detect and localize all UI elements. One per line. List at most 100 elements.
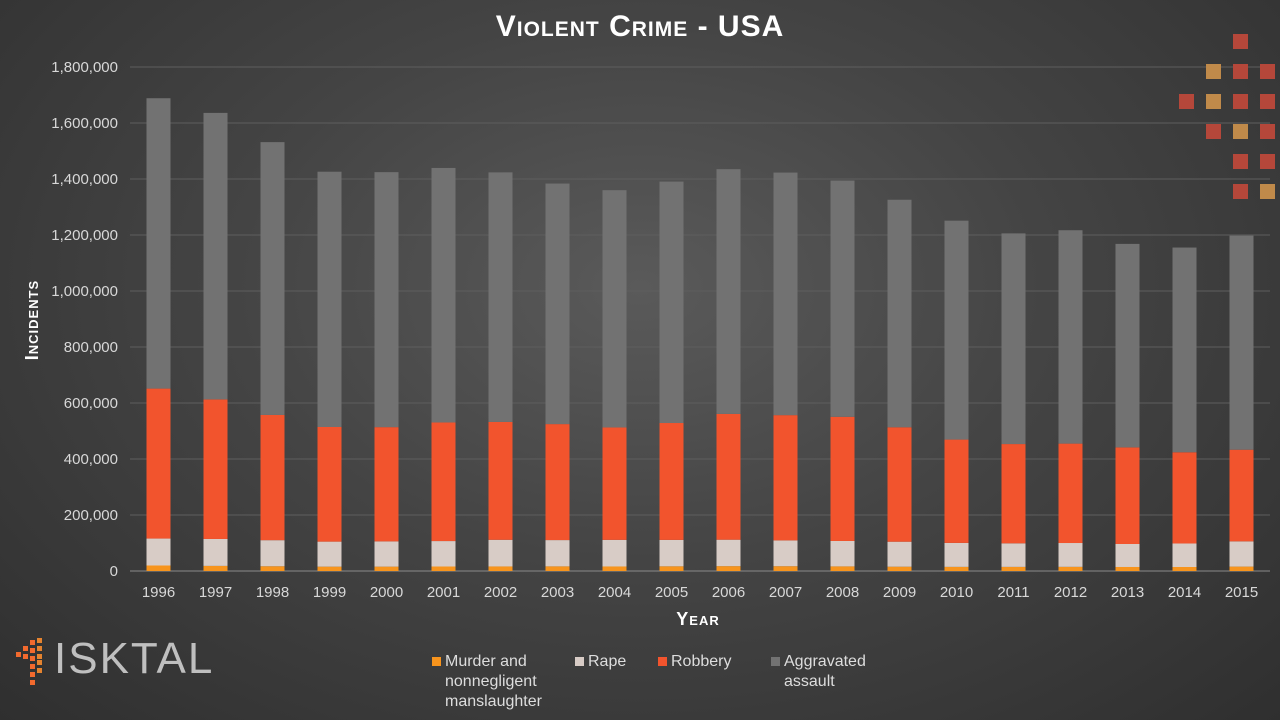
x-tick-label: 2000 bbox=[370, 584, 403, 601]
bar-segment-aggravated-assault bbox=[1229, 235, 1254, 450]
bar-segment-rape bbox=[1172, 543, 1197, 568]
bar-segment-robbery bbox=[146, 388, 171, 539]
x-tick-label: 2007 bbox=[769, 584, 802, 601]
bar-segment-murder-and-nonnegligent-manslaughter bbox=[602, 566, 627, 571]
bar-segment-robbery bbox=[203, 399, 228, 539]
bar-segment-robbery bbox=[659, 423, 684, 540]
bar-segment-murder-and-nonnegligent-manslaughter bbox=[260, 566, 285, 571]
decorative-square bbox=[1233, 124, 1248, 139]
bar-segment-rape bbox=[1058, 543, 1083, 567]
decorative-squares-pattern bbox=[1179, 34, 1275, 199]
y-tick-label: 1,800,000 bbox=[51, 59, 118, 76]
decorative-square bbox=[1206, 64, 1221, 79]
bar-segment-murder-and-nonnegligent-manslaughter bbox=[944, 566, 969, 571]
legend: Murder and nonnegligent manslaughter Rap… bbox=[432, 652, 884, 712]
y-tick-label: 800,000 bbox=[64, 339, 118, 356]
bar-segment-aggravated-assault bbox=[1001, 233, 1026, 445]
bar-segment-murder-and-nonnegligent-manslaughter bbox=[431, 566, 456, 571]
decorative-square bbox=[1233, 64, 1248, 79]
bar-segment-aggravated-assault bbox=[830, 180, 855, 417]
legend-label: Aggravated assault bbox=[784, 653, 866, 690]
bar-segment-rape bbox=[716, 539, 741, 567]
y-tick-label: 400,000 bbox=[64, 451, 118, 468]
bar-segment-robbery bbox=[374, 427, 399, 542]
legend-swatch bbox=[658, 657, 667, 666]
bar-segment-robbery bbox=[773, 415, 798, 541]
x-tick-label: 1997 bbox=[199, 584, 232, 601]
bar-segment-robbery bbox=[1229, 449, 1254, 542]
bar-segment-murder-and-nonnegligent-manslaughter bbox=[830, 566, 855, 571]
bar-segment-robbery bbox=[1115, 447, 1140, 544]
bar-segment-murder-and-nonnegligent-manslaughter bbox=[203, 565, 228, 571]
bar-segment-aggravated-assault bbox=[1115, 243, 1140, 448]
bar-segment-aggravated-assault bbox=[545, 183, 570, 425]
bar-segment-aggravated-assault bbox=[488, 172, 513, 422]
decorative-square bbox=[1206, 94, 1221, 109]
x-tick-label: 2013 bbox=[1111, 584, 1144, 601]
x-tick-label: 2008 bbox=[826, 584, 859, 601]
bar-segment-rape bbox=[773, 540, 798, 567]
x-axis-ticks: 1996 1997 1998 1999 2000 2001 2002 2003 2004 2005… bbox=[142, 584, 1258, 601]
legend-item-rape: Rape bbox=[575, 652, 646, 712]
bar-segment-murder-and-nonnegligent-manslaughter bbox=[773, 566, 798, 571]
bar-segment-rape bbox=[659, 539, 684, 567]
y-axis-ticks: 0 200,000 400,000 600,000 800,000 1,000,000 1,… bbox=[51, 59, 118, 580]
bar-segment-rape bbox=[545, 540, 570, 567]
bar-segment-robbery bbox=[317, 426, 342, 542]
bar-segment-rape bbox=[374, 541, 399, 567]
y-axis-title: Incidents bbox=[22, 280, 42, 360]
x-tick-label: 2004 bbox=[598, 584, 631, 601]
y-tick-label: 1,600,000 bbox=[51, 115, 118, 132]
x-tick-label: 2002 bbox=[484, 584, 517, 601]
logo-r-mark-icon bbox=[16, 638, 42, 685]
bar-segment-rape bbox=[944, 542, 969, 567]
bar-segment-murder-and-nonnegligent-manslaughter bbox=[1115, 566, 1140, 571]
bar-segment-murder-and-nonnegligent-manslaughter bbox=[374, 566, 399, 571]
x-tick-label: 2014 bbox=[1168, 584, 1201, 601]
legend-item-murder: Murder and nonnegligent manslaughter bbox=[432, 652, 563, 712]
x-tick-label: 2015 bbox=[1225, 584, 1258, 601]
legend-label: Robbery bbox=[671, 653, 732, 670]
decorative-square bbox=[1260, 154, 1275, 169]
x-tick-label: 2009 bbox=[883, 584, 916, 601]
bar-segment-rape bbox=[602, 539, 627, 567]
chart-title: Violent Crime - USA bbox=[495, 10, 785, 43]
x-tick-label: 1998 bbox=[256, 584, 289, 601]
bar-segment-aggravated-assault bbox=[203, 112, 228, 400]
legend-swatch bbox=[771, 657, 780, 666]
decorative-square bbox=[1260, 94, 1275, 109]
y-tick-label: 1,000,000 bbox=[51, 283, 118, 300]
legend-swatch bbox=[432, 657, 441, 666]
bar-segment-robbery bbox=[887, 427, 912, 542]
bar-segment-rape bbox=[1001, 543, 1026, 567]
bar-segment-murder-and-nonnegligent-manslaughter bbox=[317, 566, 342, 571]
x-axis-title: Year bbox=[676, 609, 719, 629]
decorative-square bbox=[1233, 34, 1248, 49]
decorative-square bbox=[1206, 124, 1221, 139]
bar-segment-robbery bbox=[1172, 452, 1197, 544]
y-tick-label: 600,000 bbox=[64, 395, 118, 412]
bar-segment-rape bbox=[431, 541, 456, 567]
bar-segment-robbery bbox=[545, 424, 570, 541]
bar-segment-rape bbox=[830, 540, 855, 567]
bar-segment-robbery bbox=[602, 427, 627, 540]
bar-segment-robbery bbox=[1001, 444, 1026, 544]
bar-segment-rape bbox=[1229, 541, 1254, 567]
logo-wordmark: ISKTAL bbox=[54, 634, 215, 683]
bar-segment-aggravated-assault bbox=[1172, 247, 1197, 453]
y-tick-label: 1,200,000 bbox=[51, 227, 118, 244]
bar-segment-robbery bbox=[830, 416, 855, 541]
bar-segment-rape bbox=[260, 540, 285, 567]
bar-segment-robbery bbox=[431, 422, 456, 542]
bar-segment-aggravated-assault bbox=[260, 142, 285, 415]
bar-segment-rape bbox=[887, 541, 912, 567]
decorative-square bbox=[1233, 154, 1248, 169]
bar-segment-robbery bbox=[716, 413, 741, 540]
y-tick-label: 1,400,000 bbox=[51, 171, 118, 188]
bar-segment-aggravated-assault bbox=[317, 171, 342, 427]
bar-segment-aggravated-assault bbox=[659, 181, 684, 424]
bar-segment-aggravated-assault bbox=[374, 172, 399, 428]
legend-label: Murder and nonnegligent manslaughter bbox=[445, 653, 542, 710]
x-tick-label: 2006 bbox=[712, 584, 745, 601]
